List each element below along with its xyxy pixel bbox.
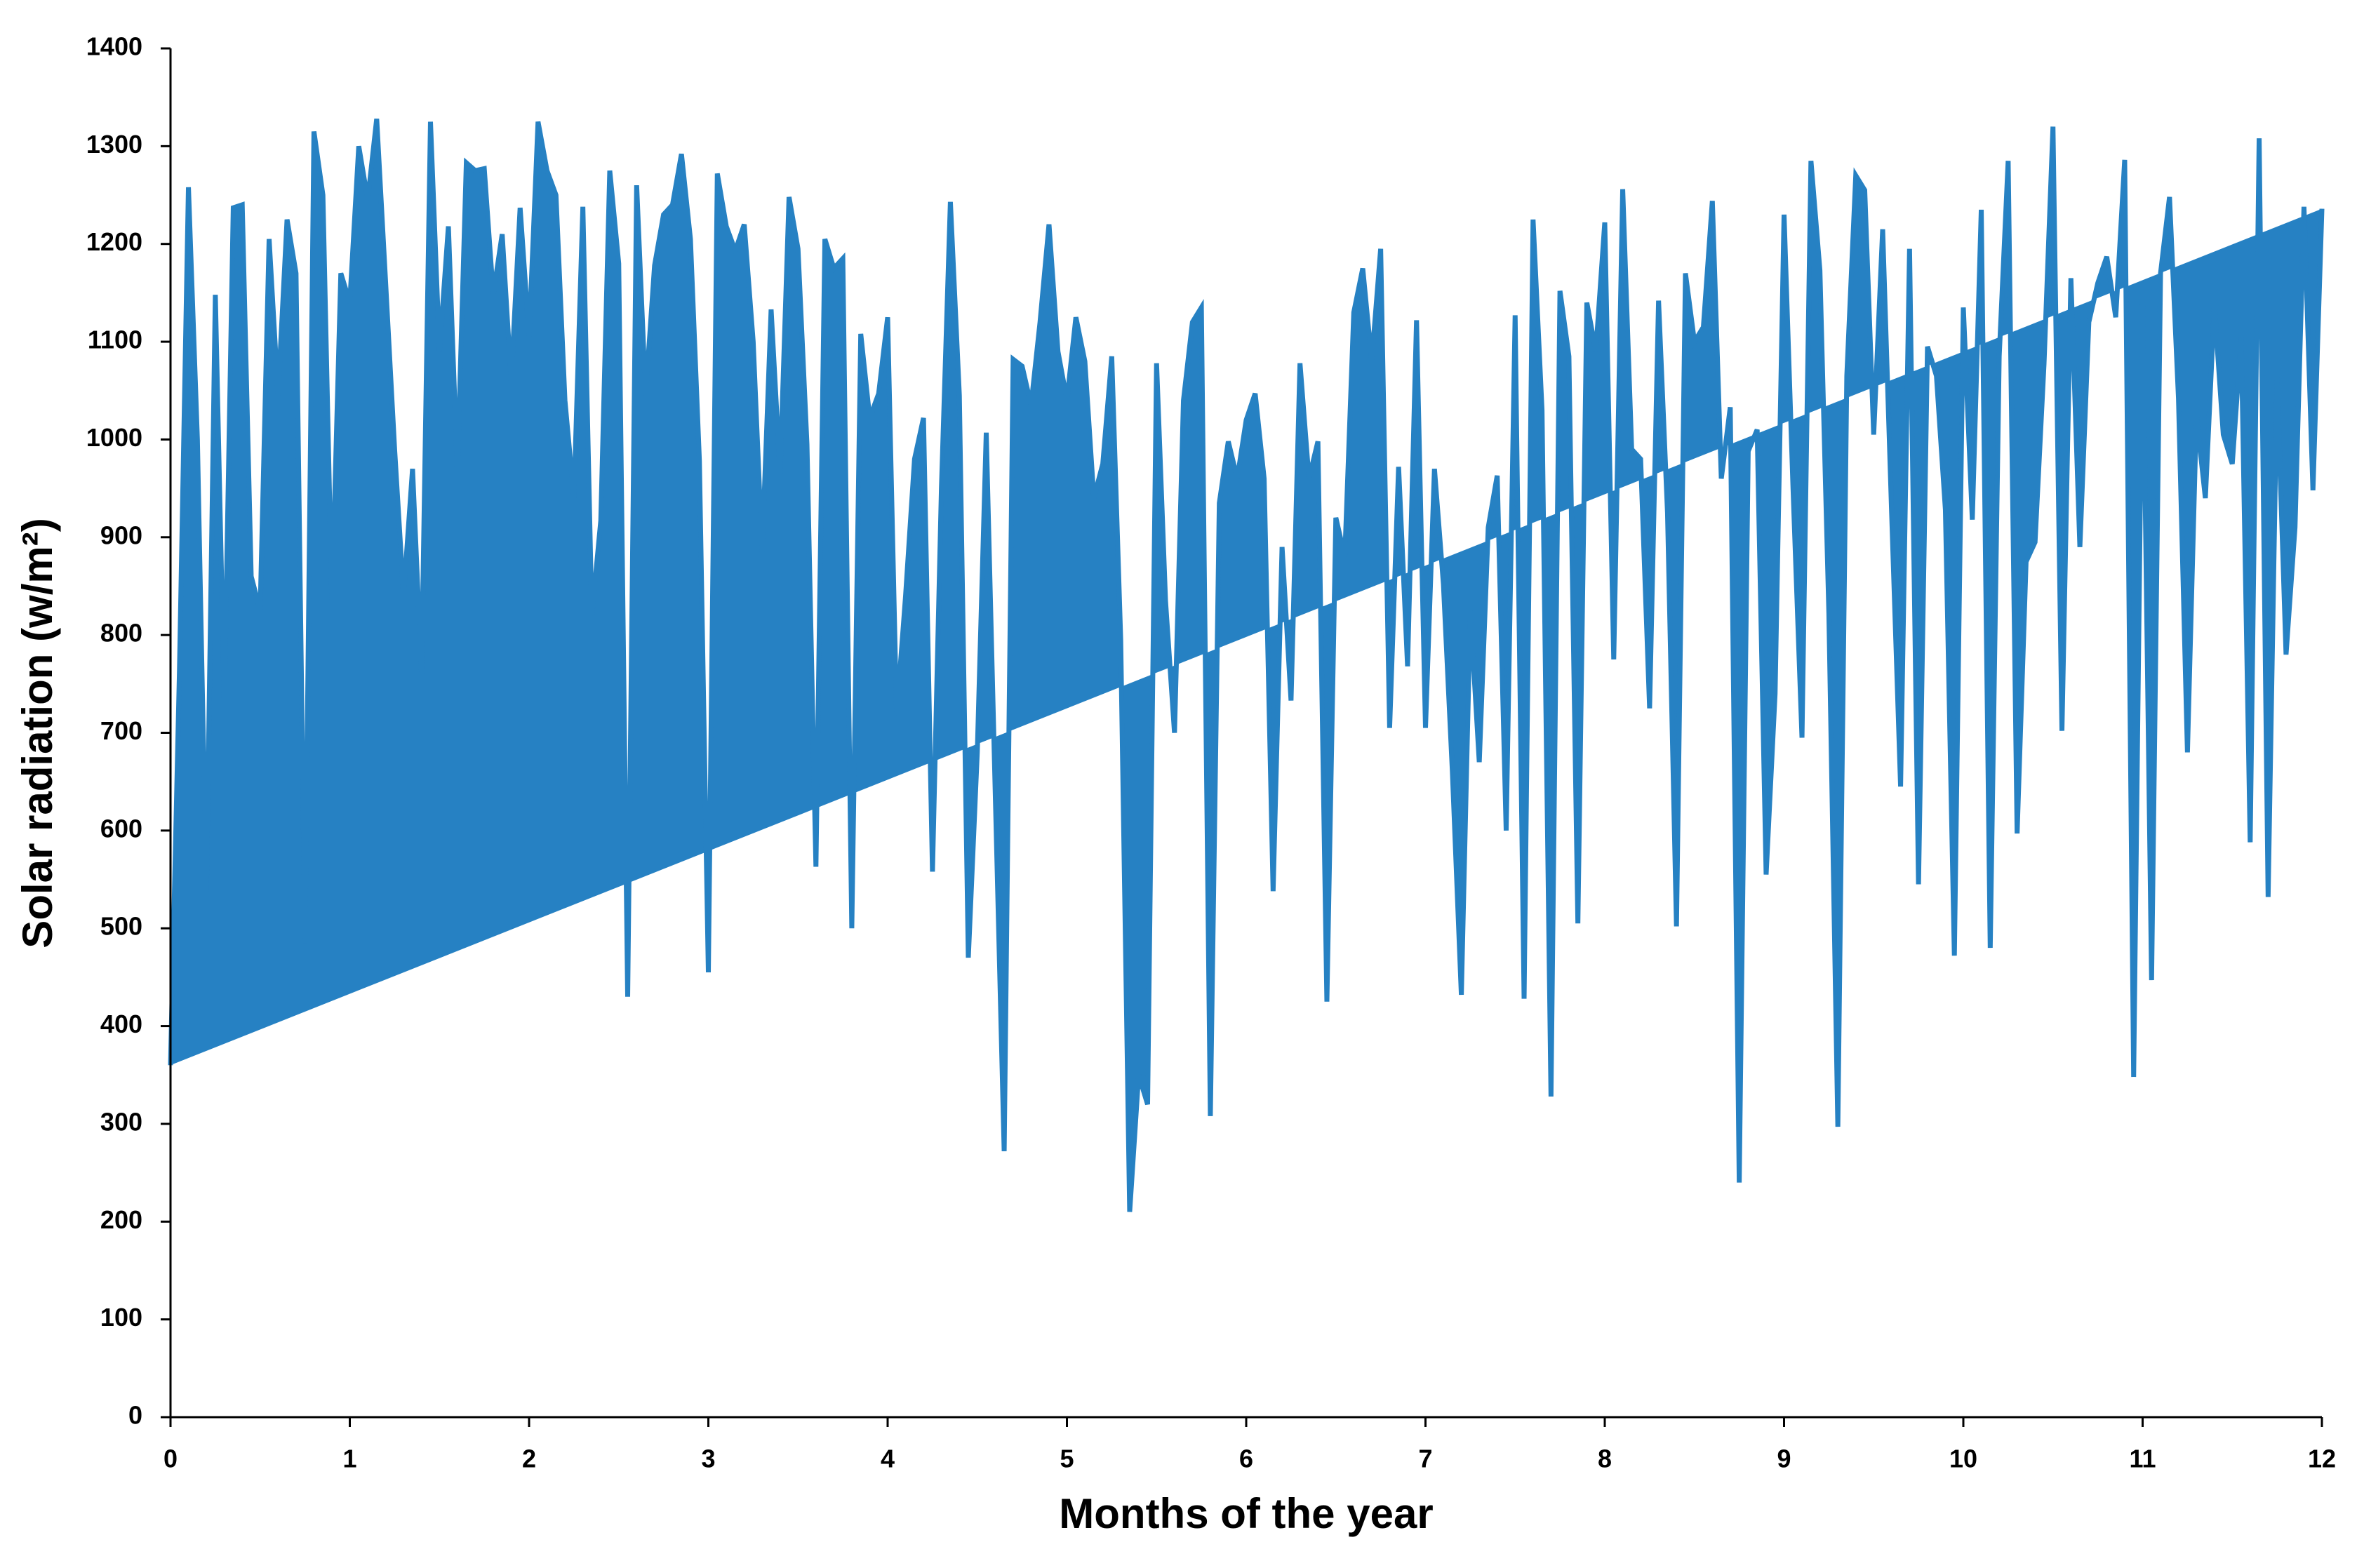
x-tick-label: 9: [1777, 1445, 1791, 1473]
y-tick-label: 1300: [86, 130, 142, 159]
y-tick-label: 1000: [86, 423, 142, 452]
x-tick-label: 5: [1060, 1445, 1074, 1473]
x-tick-label: 7: [1418, 1445, 1432, 1473]
y-tick-label: 600: [100, 814, 142, 843]
x-tick-label: 6: [1239, 1445, 1253, 1473]
y-tick-label: 1400: [86, 32, 142, 61]
y-tick-label: 500: [100, 912, 142, 941]
y-axis-title: Solar radiation (w/m²): [14, 518, 61, 948]
x-tick-label: 8: [1598, 1445, 1612, 1473]
y-tick-label: 300: [100, 1107, 142, 1136]
y-tick-label: 100: [100, 1303, 142, 1332]
y-tick-label: 1100: [88, 326, 142, 354]
x-tick-label: 10: [1949, 1445, 1977, 1473]
y-tick-label: 400: [100, 1010, 142, 1038]
area: [168, 118, 2325, 1212]
x-tick-label: 1: [342, 1445, 356, 1473]
x-tick-label: 12: [2308, 1445, 2336, 1473]
x-tick-label: 11: [2129, 1445, 2156, 1473]
y-tick-label: 200: [100, 1205, 142, 1234]
y-tick-label: 0: [128, 1401, 142, 1430]
y-tick-label: 700: [100, 716, 142, 745]
x-tick-label: 3: [701, 1445, 715, 1473]
x-axis-title: Months of the year: [1059, 1490, 1433, 1537]
y-tick-label: 900: [100, 521, 142, 549]
x-tick-label: 4: [881, 1445, 895, 1473]
y-tick-label: 1200: [86, 227, 142, 256]
y-tick-label: 800: [100, 619, 142, 648]
x-tick-label: 0: [163, 1445, 178, 1473]
x-tick-label: 2: [522, 1445, 536, 1473]
